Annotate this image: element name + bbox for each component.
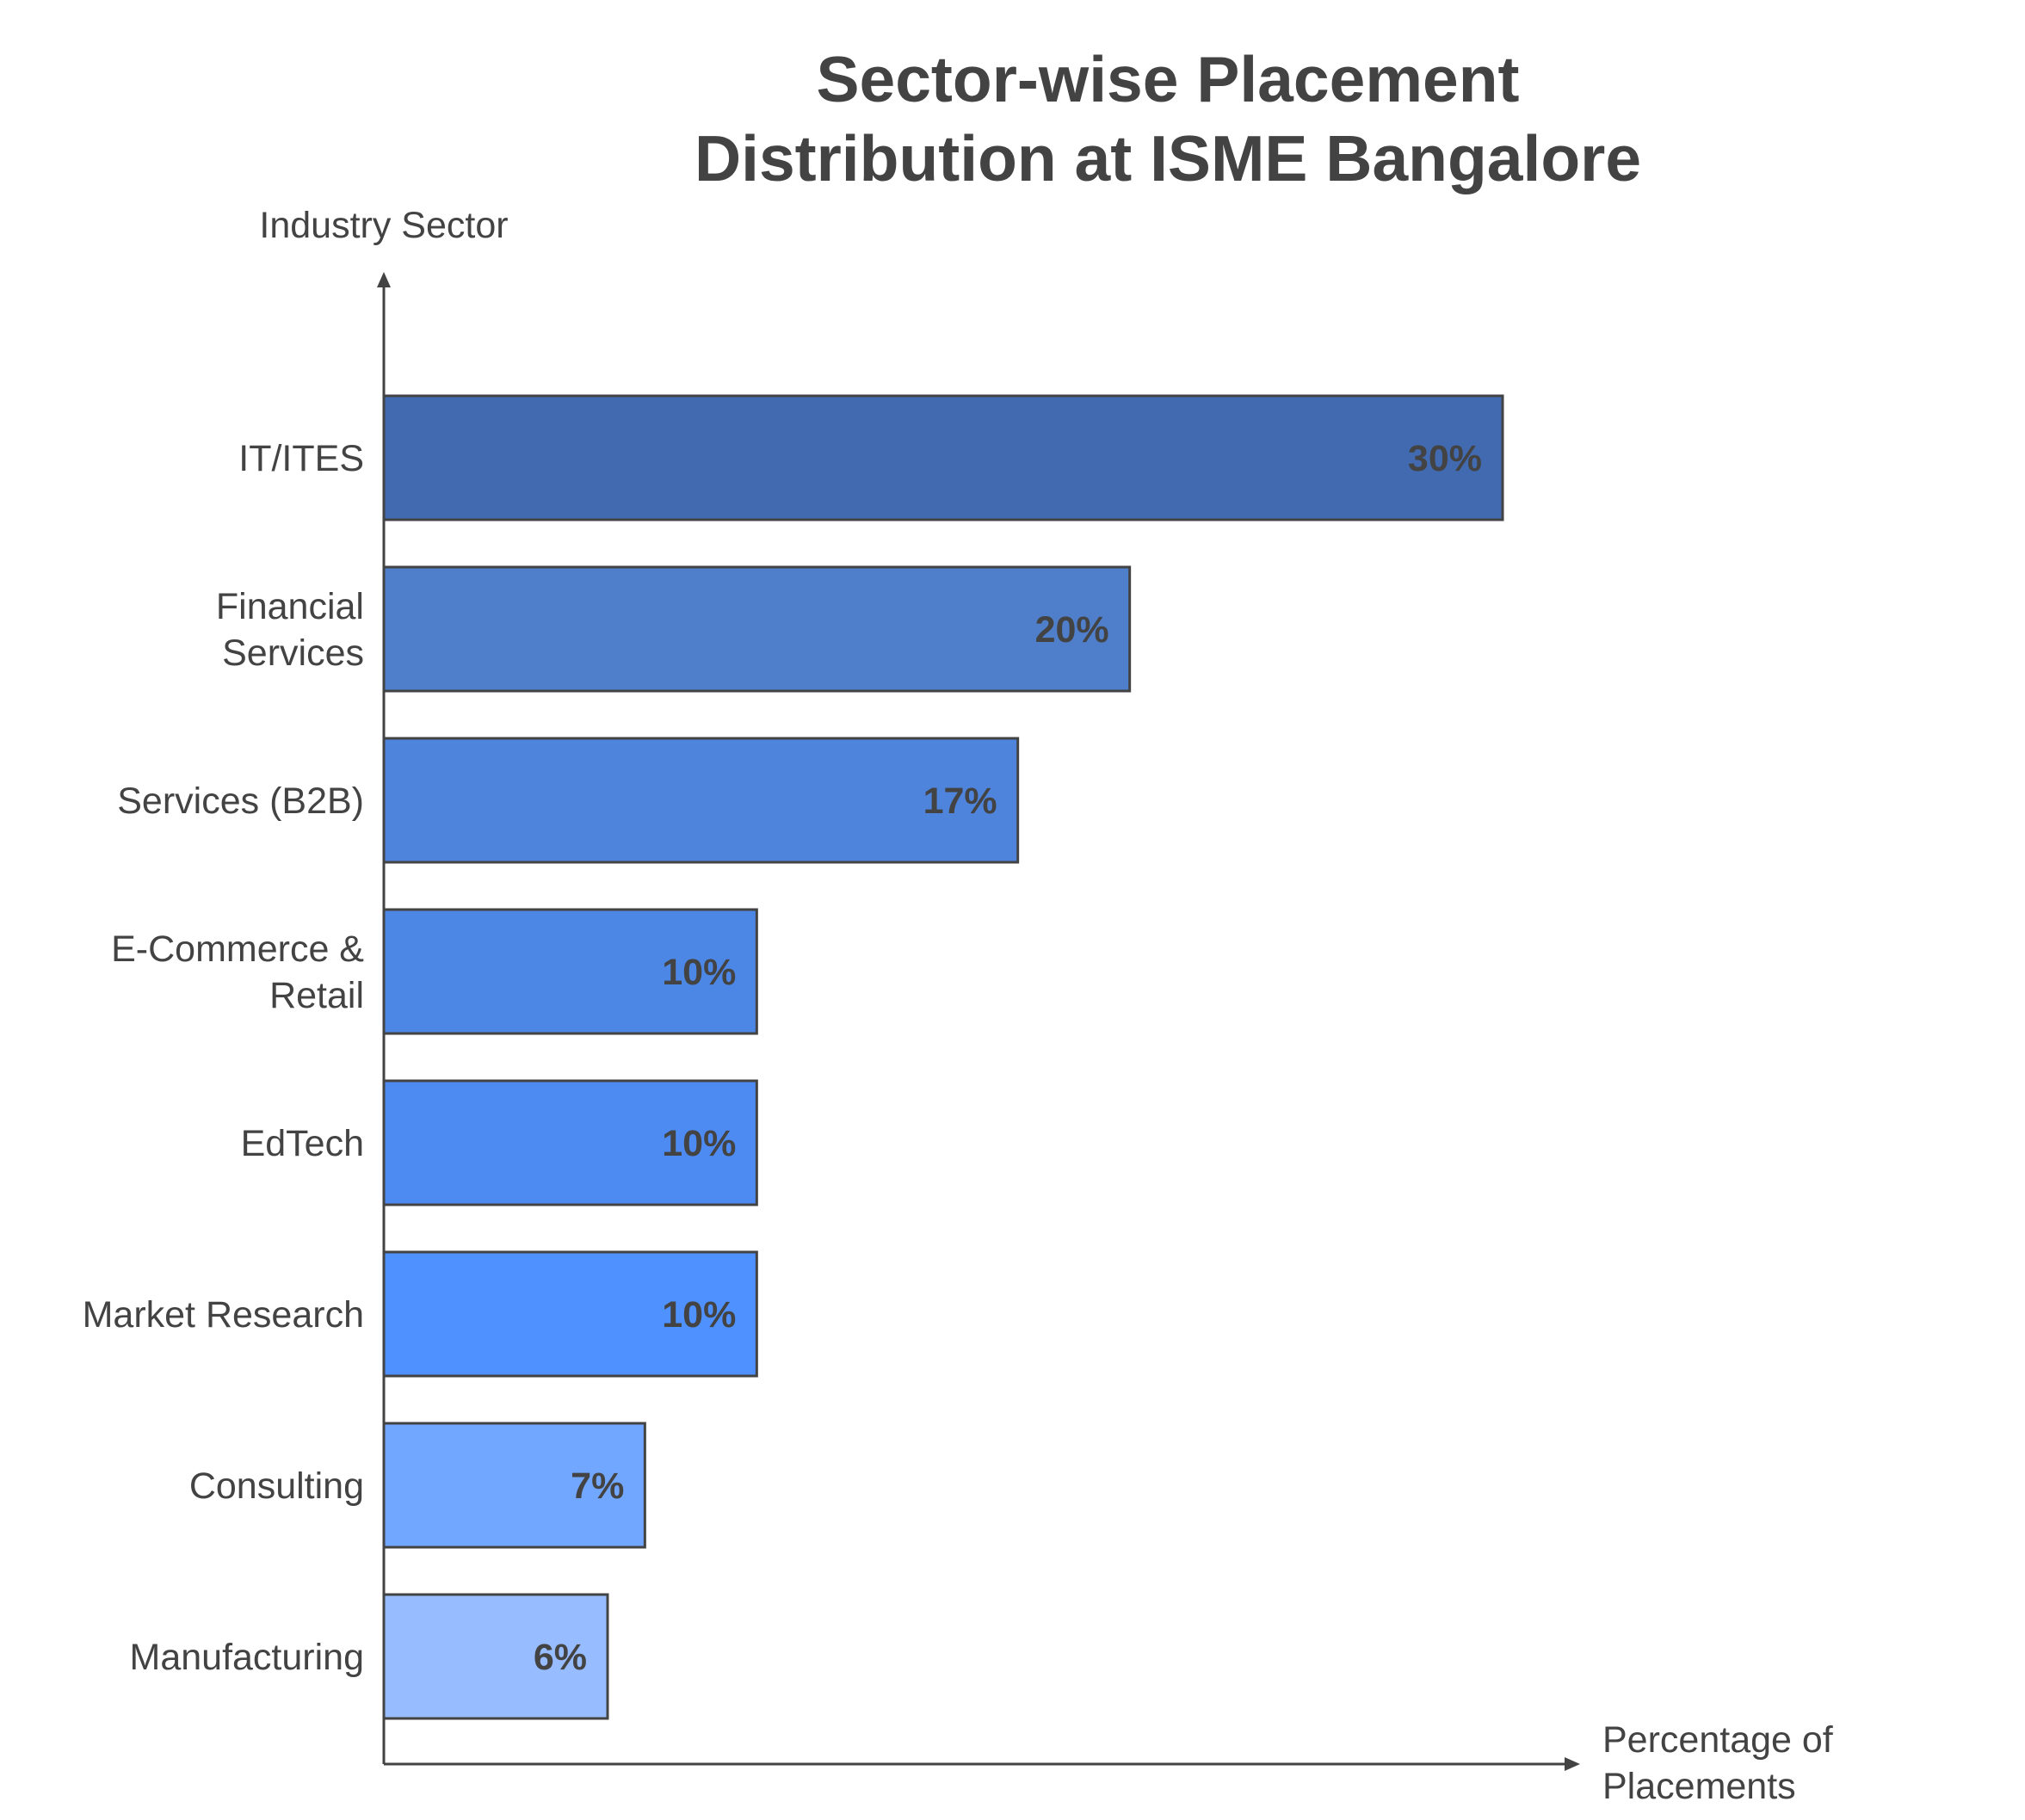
category-label: Services: [222, 632, 364, 674]
category-labels-group: IT/ITES Financial Services Services (B2B) E-…: [83, 438, 365, 1678]
bar-6: [382, 1422, 646, 1549]
category-label: Financial: [216, 586, 364, 627]
category-label: Retail: [269, 975, 364, 1016]
chart-title-line-2: Distribution at ISME Bangalore: [695, 122, 1641, 194]
x-axis-arrowhead: [1565, 1757, 1580, 1771]
value-label: 10%: [662, 1123, 736, 1164]
y-axis-arrowhead: [377, 272, 391, 287]
value-label: 10%: [662, 952, 736, 993]
bar-0: [382, 394, 1504, 521]
value-label: 6%: [534, 1637, 587, 1678]
bar-7: [382, 1593, 609, 1720]
bar-2: [382, 737, 1020, 864]
value-label: 30%: [1408, 438, 1482, 479]
category-label: Manufacturing: [130, 1637, 365, 1678]
category-label: IT/ITES: [238, 438, 364, 479]
bar-5: [382, 1250, 758, 1378]
chart-title-line-1: Sector-wise Placement: [816, 43, 1519, 115]
x-axis-title-line-2: Placements: [1602, 1766, 1796, 1807]
bar-3: [382, 908, 758, 1035]
bar-1: [382, 565, 1132, 693]
category-label: EdTech: [241, 1123, 364, 1164]
category-label: E-Commerce &: [111, 929, 364, 970]
value-label: 20%: [1035, 609, 1109, 651]
category-label: Market Research: [83, 1294, 364, 1336]
value-label: 17%: [923, 780, 997, 822]
x-axis-title-line-1: Percentage of: [1602, 1719, 1834, 1761]
category-label: Services (B2B): [117, 780, 364, 822]
y-axis-title: Industry Sector: [259, 205, 508, 246]
value-label: 10%: [662, 1294, 736, 1336]
value-labels-group: 30% 20% 17% 10% 10% 10% 7% 6%: [534, 438, 1482, 1678]
bar-4: [382, 1079, 758, 1206]
bars-group: [382, 394, 1504, 1720]
value-label: 7%: [571, 1465, 624, 1507]
category-label: Consulting: [189, 1465, 364, 1507]
